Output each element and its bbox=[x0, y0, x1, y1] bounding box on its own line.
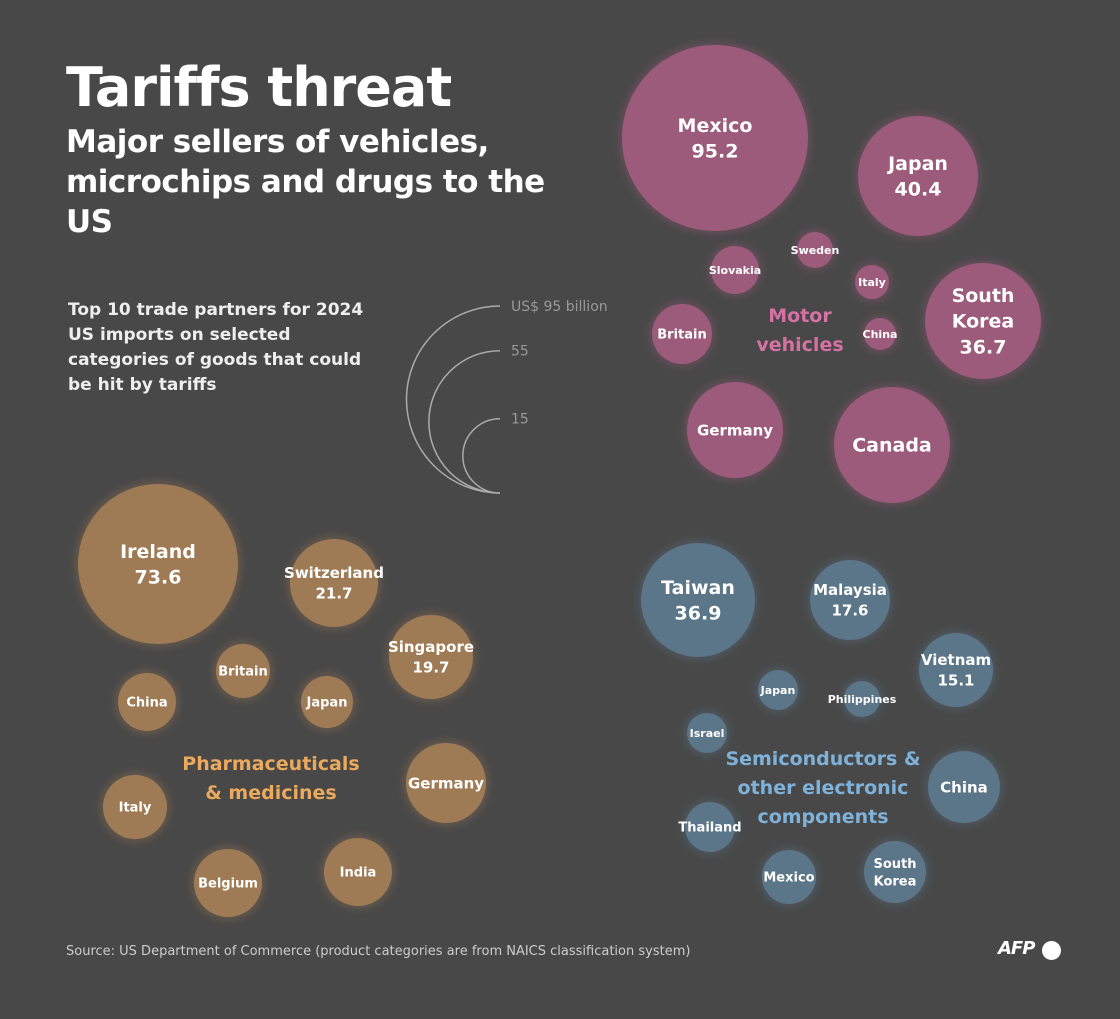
bubble-label: South bbox=[952, 285, 1015, 307]
bubble-value: 15.1 bbox=[937, 671, 974, 689]
group-2: Taiwan 36.9 Malaysia 17.6 Vietnam 15.1 Japan Ph… bbox=[638, 540, 1003, 907]
afp-logo: AFP bbox=[998, 938, 1035, 959]
bubble-germany bbox=[687, 382, 783, 478]
bubble-label: Malaysia bbox=[813, 581, 887, 599]
source-note: Source: US Department of Commerce (produ… bbox=[66, 944, 691, 959]
bubble-label: Mexico bbox=[763, 871, 814, 886]
bubble-value: 17.6 bbox=[831, 601, 868, 619]
bubble-label: Ireland bbox=[120, 541, 196, 563]
bubble-italy bbox=[855, 265, 889, 299]
afp-logo-dot bbox=[1042, 941, 1061, 960]
subtitle: Major sellers of vehicles, microchips an… bbox=[66, 124, 545, 240]
category-label: other electronic bbox=[738, 777, 909, 799]
bubble-philippines bbox=[844, 681, 880, 717]
bubble-value: 19.7 bbox=[412, 658, 449, 676]
bubble-japan bbox=[301, 676, 353, 728]
bubble-label: India bbox=[340, 866, 377, 881]
bubble-britain bbox=[216, 644, 270, 698]
bubble-south-korea bbox=[925, 263, 1041, 379]
size-legend-label: US$ 95 billion bbox=[511, 299, 608, 315]
bubble-label: Canada bbox=[852, 435, 932, 457]
page-title: Tariffs threat bbox=[66, 56, 452, 119]
bubble-label: Germany bbox=[408, 774, 484, 792]
bubble-israel bbox=[687, 713, 727, 753]
bubble-label: Singapore bbox=[388, 638, 474, 656]
description: Top 10 trade partners for 2024 US import… bbox=[68, 300, 364, 395]
bubble-label: Thailand bbox=[678, 821, 741, 836]
bubble-value: 40.4 bbox=[895, 178, 942, 200]
bubble-slovakia bbox=[711, 246, 759, 294]
bubble-value: 95.2 bbox=[692, 140, 739, 162]
bubble-label: Philippines bbox=[828, 693, 897, 706]
bubble-japan bbox=[858, 116, 978, 236]
category-label: Motor bbox=[768, 305, 832, 327]
bubble-label: Italy bbox=[858, 276, 886, 289]
bubble-germany bbox=[406, 743, 486, 823]
bubble-value: 36.9 bbox=[675, 602, 722, 624]
category-label: Semiconductors & bbox=[725, 748, 920, 770]
bubble-label: Slovakia bbox=[709, 264, 761, 277]
size-legend-arc bbox=[405, 305, 501, 494]
category-label: components bbox=[757, 806, 888, 828]
bubble-sweden bbox=[797, 232, 833, 268]
bubble-label: Switzerland bbox=[284, 564, 384, 582]
bubble-label: Israel bbox=[690, 727, 725, 740]
bubble-label: China bbox=[126, 696, 167, 711]
bubble-thailand bbox=[685, 802, 735, 852]
bubble-label: Italy bbox=[119, 801, 152, 816]
size-legend-arc bbox=[428, 349, 501, 494]
bubble-switzerland bbox=[290, 539, 378, 627]
bubble-label: China bbox=[940, 778, 988, 796]
bubble-label: Japan bbox=[886, 153, 948, 175]
bubble-singapore bbox=[389, 615, 473, 699]
bubble-value: 21.7 bbox=[315, 584, 352, 602]
bubble-malaysia bbox=[810, 560, 890, 640]
bubble-mexico bbox=[622, 45, 808, 231]
bubble-value: 36.7 bbox=[960, 336, 1007, 358]
size-legend-label: 55 bbox=[511, 344, 529, 360]
bubble-label: Japan bbox=[760, 684, 796, 697]
bubble-south-korea bbox=[864, 841, 926, 903]
bubble-label: China bbox=[863, 328, 898, 341]
bubble-label: South bbox=[873, 857, 916, 872]
bubble-italy bbox=[103, 775, 167, 839]
bubble-japan bbox=[758, 670, 798, 710]
size-legend-arc bbox=[462, 417, 501, 494]
bubble-belgium bbox=[194, 849, 262, 917]
bubble-canada bbox=[834, 387, 950, 503]
bubble-label: Belgium bbox=[198, 877, 258, 892]
bubble-label: Britain bbox=[218, 665, 267, 680]
group-1: Ireland 73.6 Switzerland 21.7 Singapore 19.7 B… bbox=[75, 481, 489, 920]
bubble-china bbox=[864, 318, 896, 350]
bubble-value: 73.6 bbox=[135, 566, 182, 588]
bubble-taiwan bbox=[641, 543, 755, 657]
bubble-china bbox=[118, 673, 176, 731]
bubble-mexico bbox=[762, 850, 816, 904]
category-label: vehicles bbox=[756, 334, 843, 356]
bubble-china bbox=[928, 751, 1000, 823]
group-0: Mexico 95.2 Japan 40.4 Slovakia Sweden Italy So… bbox=[619, 42, 1044, 506]
bubble-label: Mexico bbox=[678, 115, 753, 137]
size-legend-label: 15 bbox=[511, 412, 529, 428]
bubble-label: Sweden bbox=[791, 244, 840, 257]
bubble-britain bbox=[652, 304, 712, 364]
bubble-label: Korea bbox=[952, 311, 1015, 333]
bubble-label: Germany bbox=[697, 421, 773, 439]
bubble-label: Korea bbox=[874, 874, 917, 889]
bubble-india bbox=[324, 838, 392, 906]
category-label: & medicines bbox=[205, 782, 336, 804]
bubble-ireland bbox=[78, 484, 238, 644]
bubble-label: Taiwan bbox=[661, 577, 735, 599]
bubble-label: Britain bbox=[657, 328, 706, 343]
bubble-label: Japan bbox=[306, 696, 348, 711]
bubble-vietnam bbox=[919, 633, 993, 707]
bubble-label: Vietnam bbox=[921, 651, 991, 669]
category-label: Pharmaceuticals bbox=[182, 753, 359, 775]
